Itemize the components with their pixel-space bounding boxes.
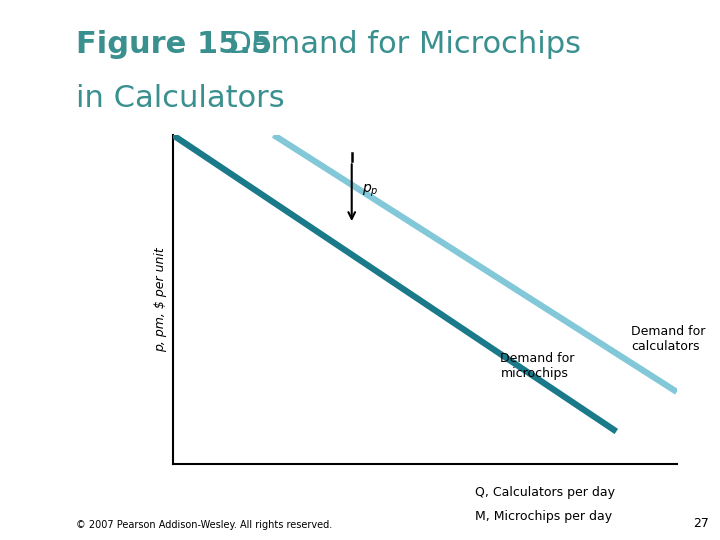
Y-axis label: p, pm, $ per unit: p, pm, $ per unit: [154, 247, 167, 352]
Text: M, Microchips per day: M, Microchips per day: [475, 510, 612, 523]
Text: Demand for Microchips: Demand for Microchips: [209, 30, 581, 59]
Text: Q, Calculators per day: Q, Calculators per day: [475, 486, 615, 499]
Text: Demand for
calculators: Demand for calculators: [631, 325, 706, 353]
Text: Demand for
microchips: Demand for microchips: [500, 352, 575, 380]
Text: $\mathit{p}_p$: $\mathit{p}_p$: [362, 183, 379, 199]
Text: in Calculators: in Calculators: [76, 84, 284, 113]
Text: 27: 27: [693, 517, 709, 530]
Text: © 2007 Pearson Addison-Wesley. All rights reserved.: © 2007 Pearson Addison-Wesley. All right…: [76, 520, 332, 530]
Text: Figure 15.5: Figure 15.5: [76, 30, 272, 59]
